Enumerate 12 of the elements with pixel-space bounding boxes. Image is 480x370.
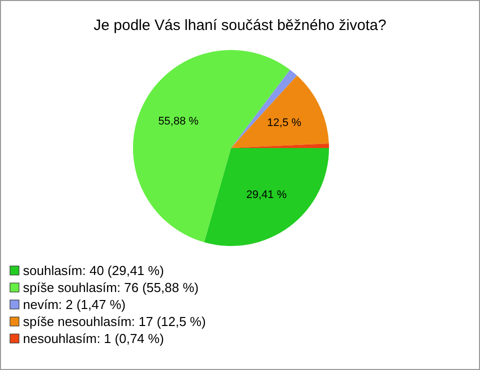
chart-title: Je podle Vás lhaní součást běžného života?: [94, 17, 386, 34]
pie-slice: [231, 76, 329, 148]
pie-slice: [204, 148, 329, 246]
data-label: 29,41 %: [246, 188, 287, 201]
pie-slice: [133, 50, 290, 242]
legend-label: nevím: 2 (1,47 %): [23, 297, 126, 312]
data-label: 55,88 %: [158, 116, 199, 128]
data-label: 12,5 %: [267, 116, 302, 129]
legend-label: souhlasím: 40 (29,41 %): [23, 263, 164, 278]
legend-label: spíše souhlasím: 76 (55,88 %): [23, 280, 199, 295]
legend-label: spíše nesouhlasím: 17 (12,5 %): [23, 314, 206, 329]
legend-label: nesouhlasím: 1 (0,74 %): [23, 331, 164, 346]
